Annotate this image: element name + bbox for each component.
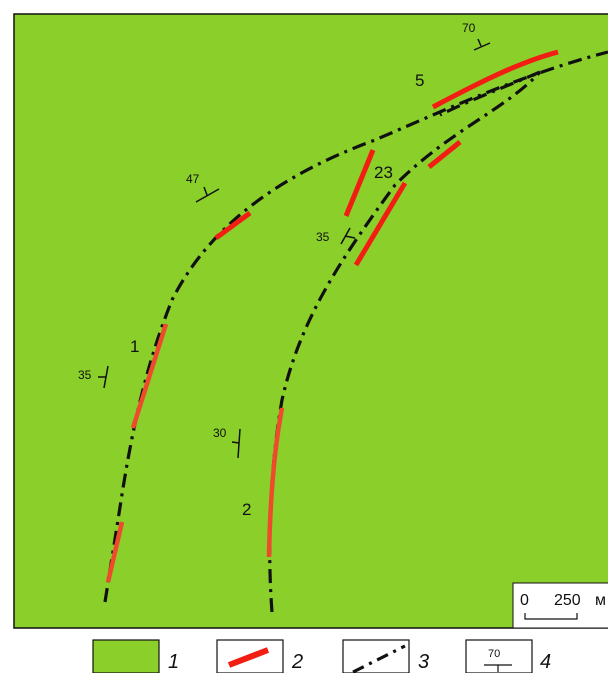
ore-body-label-2: 2 xyxy=(242,500,251,519)
ore-body-segment xyxy=(266,407,285,558)
legend: 1 2 3 70 4 xyxy=(92,639,551,673)
fault-line-branch xyxy=(439,70,541,117)
legend-number-1: 1 xyxy=(168,651,179,673)
ore-bodies xyxy=(105,49,559,583)
legend-swatch-dip: 70 xyxy=(465,639,533,673)
dip-value-35-right: 35 xyxy=(316,230,330,244)
ore-body-segment xyxy=(105,521,125,583)
scale-bar-distance: 250 xyxy=(554,592,581,609)
legend-number-2: 2 xyxy=(291,651,303,673)
strike-dip-icon xyxy=(473,38,491,51)
ore-body-segment xyxy=(343,149,376,217)
dip-value-70: 70 xyxy=(462,21,476,35)
ore-body-label-1: 1 xyxy=(130,337,139,356)
strike-dip-icon xyxy=(231,428,241,459)
strike-dip-icon xyxy=(195,186,220,203)
ore-body-label-23: 23 xyxy=(374,163,393,182)
strike-dip-icon xyxy=(340,227,356,245)
scale-bar-zero: 0 xyxy=(520,592,529,609)
legend-swatch-ore-body xyxy=(216,639,284,673)
ore-body-segment xyxy=(353,181,408,267)
ore-body-segment xyxy=(431,49,559,110)
legend-swatch-fault xyxy=(342,639,410,673)
legend-dip-value: 70 xyxy=(488,648,500,660)
dip-value-30: 30 xyxy=(213,426,227,440)
dip-value-47: 47 xyxy=(186,172,200,186)
strike-dip-icon xyxy=(98,365,109,389)
legend-number-4: 4 xyxy=(540,651,551,673)
ore-body-segment xyxy=(214,210,252,241)
scale-bar-unit: м xyxy=(595,592,606,609)
ore-body-segment xyxy=(427,140,462,169)
host-rock-area xyxy=(13,13,608,629)
dip-symbols xyxy=(98,38,491,459)
ore-body-segment xyxy=(130,323,169,429)
dip-value-35-left: 35 xyxy=(78,368,92,382)
scale-bar: 0 250 м xyxy=(512,582,608,629)
ore-body-label-5: 5 xyxy=(415,71,424,90)
legend-number-3: 3 xyxy=(418,651,429,673)
legend-swatch-host-rock xyxy=(92,639,160,673)
